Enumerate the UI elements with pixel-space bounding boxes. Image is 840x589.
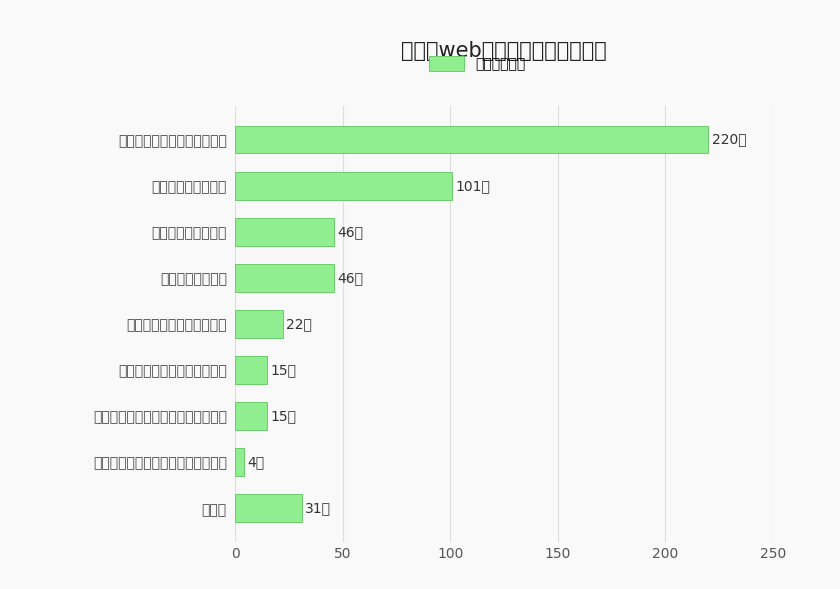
Legend: 投票数（人）: 投票数（人） <box>429 57 525 71</box>
Bar <box>235 172 453 200</box>
Title: 副業でwebライターを選んだ理由: 副業でwebライターを選んだ理由 <box>402 41 606 61</box>
Bar <box>235 356 267 384</box>
Bar <box>235 126 708 154</box>
Text: 15人: 15人 <box>270 409 297 423</box>
Bar <box>235 218 334 246</box>
Bar <box>235 264 334 292</box>
Bar <box>235 494 302 522</box>
Bar <box>235 448 244 476</box>
Text: 4人: 4人 <box>247 455 264 469</box>
Text: 101人: 101人 <box>455 178 491 193</box>
Text: 220人: 220人 <box>711 133 746 147</box>
Text: 31人: 31人 <box>305 501 331 515</box>
Text: 46人: 46人 <box>338 225 364 239</box>
Bar <box>235 310 282 337</box>
Bar <box>235 402 267 430</box>
Text: 15人: 15人 <box>270 363 297 377</box>
Text: 22人: 22人 <box>286 317 312 331</box>
Text: 46人: 46人 <box>338 271 364 285</box>
